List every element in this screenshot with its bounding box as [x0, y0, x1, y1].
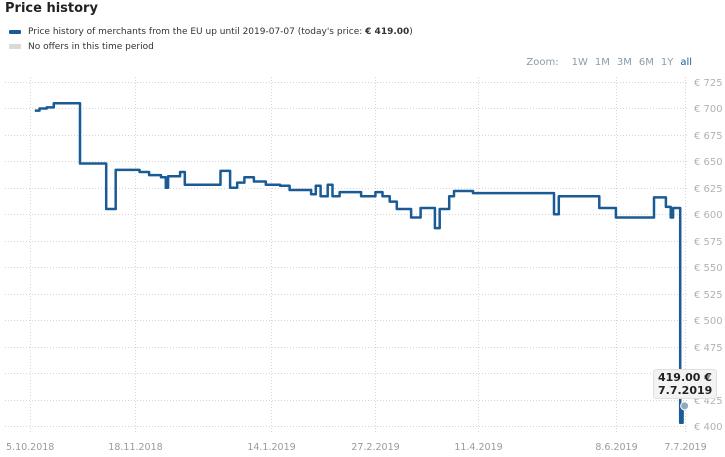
legend-label-price-history: Price history of merchants from the EU u…	[28, 27, 413, 37]
grid-layer	[5, 77, 688, 432]
tooltip-price: 419.00 €	[658, 371, 712, 384]
legend-item-price-history[interactable]: Price history of merchants from the EU u…	[9, 24, 413, 39]
legend: Price history of merchants from the EU u…	[9, 24, 413, 54]
y-tick-label: € 575	[694, 237, 723, 248]
y-tick-label: € 600	[694, 210, 723, 221]
y-tick-label: € 475	[694, 343, 723, 354]
x-tick-label: 11.4.2019	[454, 442, 502, 453]
legend-today-price: € 419.00	[365, 26, 410, 37]
zoom-all-button[interactable]: all	[680, 57, 692, 68]
zoom-1m-button[interactable]: 1M	[594, 57, 610, 68]
y-tick-label: € 675	[694, 131, 723, 142]
x-tick-label: 18.11.2018	[108, 442, 162, 453]
y-tick-label: € 525	[694, 290, 723, 301]
y-axis: € 400 € 425 € 475 € 500 € 525 € 550 € 575 € 600…	[694, 78, 723, 433]
x-tick-label: 27.2.2019	[351, 442, 399, 453]
y-tick-label: € 625	[694, 184, 723, 195]
zoom-label: Zoom:	[526, 57, 559, 68]
x-tick-label: 8.6.2019	[595, 442, 637, 453]
zoom-1w-button[interactable]: 1W	[571, 57, 588, 68]
y-tick-label: € 400	[694, 422, 723, 433]
x-tick-label: 14.1.2019	[247, 442, 295, 453]
price-tooltip: 419.00 € 7.7.2019	[653, 369, 718, 399]
x-tick-label: 7.7.2019	[664, 442, 706, 453]
tooltip-date: 7.7.2019	[658, 384, 713, 397]
x-axis: 5.10.2018 18.11.2018 14.1.2019 27.2.2019 11.…	[6, 442, 707, 453]
legend-item-no-offers: No offers in this time period	[9, 39, 413, 54]
legend-prefix: Price history of merchants from the EU u…	[28, 26, 366, 37]
y-tick-label: € 725	[694, 78, 723, 89]
y-tick-label: € 700	[694, 104, 723, 115]
y-tick-label: € 500	[694, 316, 723, 327]
hover-point-marker	[680, 401, 690, 411]
legend-line-swatch	[9, 29, 21, 34]
price-history-line[interactable]	[34, 101, 684, 425]
x-tick-label: 5.10.2018	[6, 442, 54, 453]
zoom-controls: Zoom: 1W 1M 3M 6M 1Y all	[526, 57, 692, 68]
zoom-3m-button[interactable]: 3M	[616, 57, 632, 68]
legend-suffix: )	[409, 26, 413, 37]
y-tick-label: € 425	[694, 396, 723, 407]
legend-gray-swatch	[9, 44, 21, 49]
zoom-1y-button[interactable]: 1Y	[660, 57, 674, 68]
y-tick-label: € 550	[694, 263, 723, 274]
y-tick-label: € 650	[694, 157, 723, 168]
page-title: Price history	[5, 1, 98, 16]
legend-label-no-offers: No offers in this time period	[28, 41, 154, 52]
zoom-6m-button[interactable]: 6M	[638, 57, 654, 68]
